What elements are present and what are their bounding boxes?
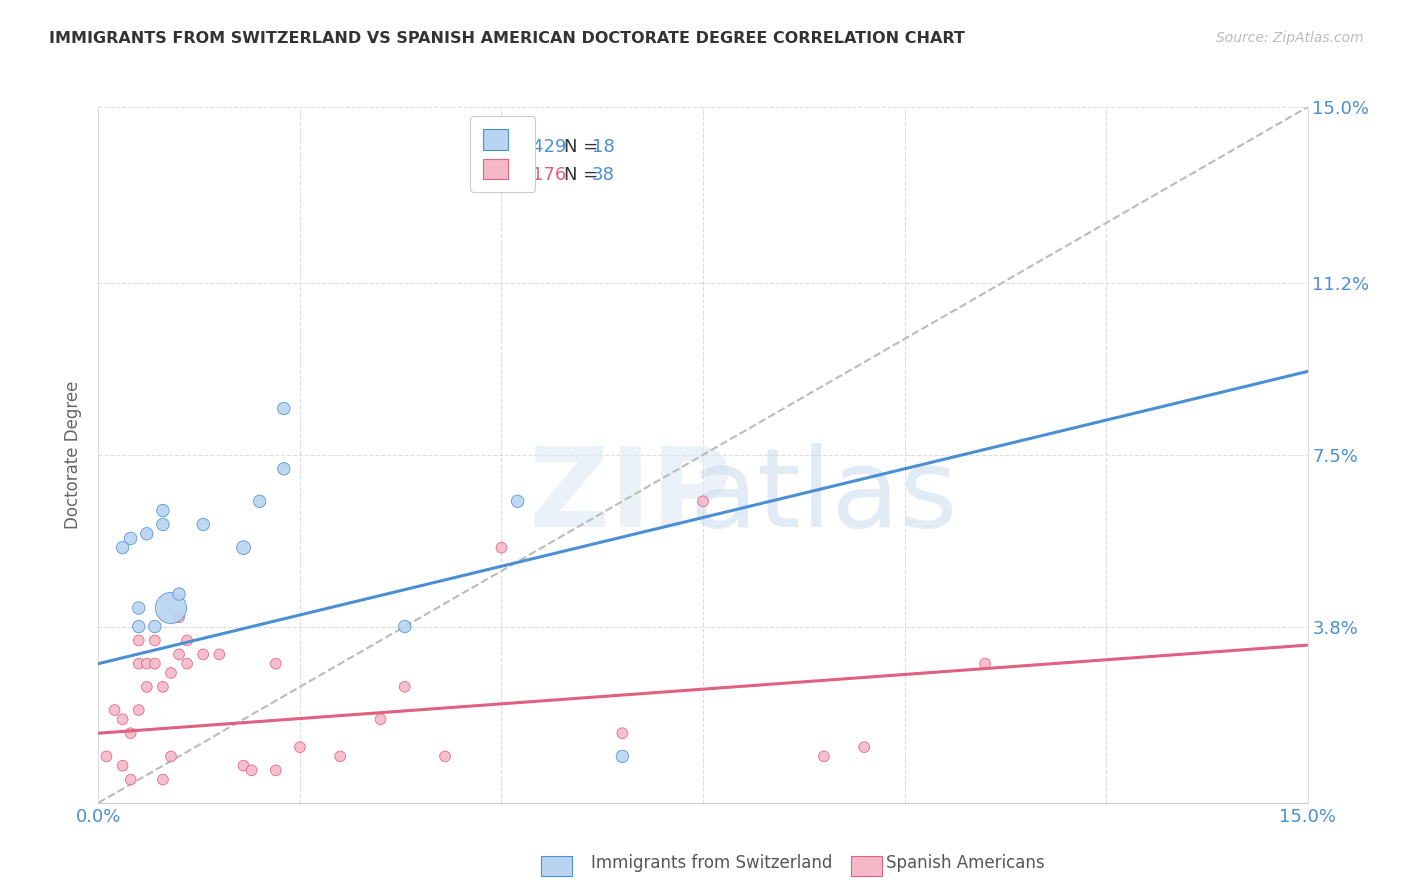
Point [240,764,263,778]
Point [273,462,295,476]
Point [103,703,125,717]
Point [208,648,231,662]
Point [249,494,271,508]
Point [120,772,142,787]
Point [120,726,142,740]
Point [143,657,166,671]
Text: R =: R = [479,138,519,156]
Point [152,680,174,694]
Point [491,541,513,555]
Point [370,712,392,726]
Point [111,541,134,555]
Point [160,601,183,615]
Point [974,657,997,671]
Point [152,517,174,532]
Point [232,541,254,555]
Text: N =: N = [564,166,605,184]
Point [135,657,157,671]
Point [167,648,190,662]
Point [434,749,457,764]
Point [128,657,150,671]
Point [96,749,118,764]
Point [152,503,174,517]
Text: 38: 38 [592,166,614,184]
Point [612,726,634,740]
Point [128,633,150,648]
Legend: , : , [470,116,536,192]
Point [264,657,287,671]
Point [111,712,134,726]
Text: Source: ZipAtlas.com: Source: ZipAtlas.com [1216,31,1364,45]
Point [193,517,215,532]
Point [167,610,190,624]
Point [394,619,416,633]
Point [135,680,157,694]
Y-axis label: Doctorate Degree: Doctorate Degree [63,381,82,529]
Point [111,758,134,772]
Point [273,401,295,416]
Point [813,749,835,764]
Point [160,749,183,764]
Point [506,494,529,508]
Point [264,764,287,778]
Point [193,648,215,662]
Point [612,749,634,764]
Point [128,601,150,615]
Text: Immigrants from Switzerland: Immigrants from Switzerland [591,855,832,872]
Text: N =: N = [564,138,605,156]
Point [143,633,166,648]
Point [394,680,416,694]
Point [128,703,150,717]
Point [120,532,142,546]
Point [288,740,311,755]
Point [167,587,190,601]
Text: IMMIGRANTS FROM SWITZERLAND VS SPANISH AMERICAN DOCTORATE DEGREE CORRELATION CHA: IMMIGRANTS FROM SWITZERLAND VS SPANISH A… [49,31,965,46]
Point [232,758,254,772]
Point [176,633,198,648]
Text: 18: 18 [592,138,614,156]
Text: 0.176: 0.176 [516,166,567,184]
Text: ZIP: ZIP [529,443,733,550]
Point [853,740,876,755]
Text: atlas: atlas [690,443,957,550]
Point [143,619,166,633]
Text: Spanish Americans: Spanish Americans [886,855,1045,872]
Point [152,772,174,787]
Text: R =: R = [479,166,519,184]
Point [692,494,714,508]
Text: 0.429: 0.429 [516,138,567,156]
Point [160,665,183,680]
Point [329,749,352,764]
Point [176,657,198,671]
Point [135,526,157,541]
Point [128,619,150,633]
